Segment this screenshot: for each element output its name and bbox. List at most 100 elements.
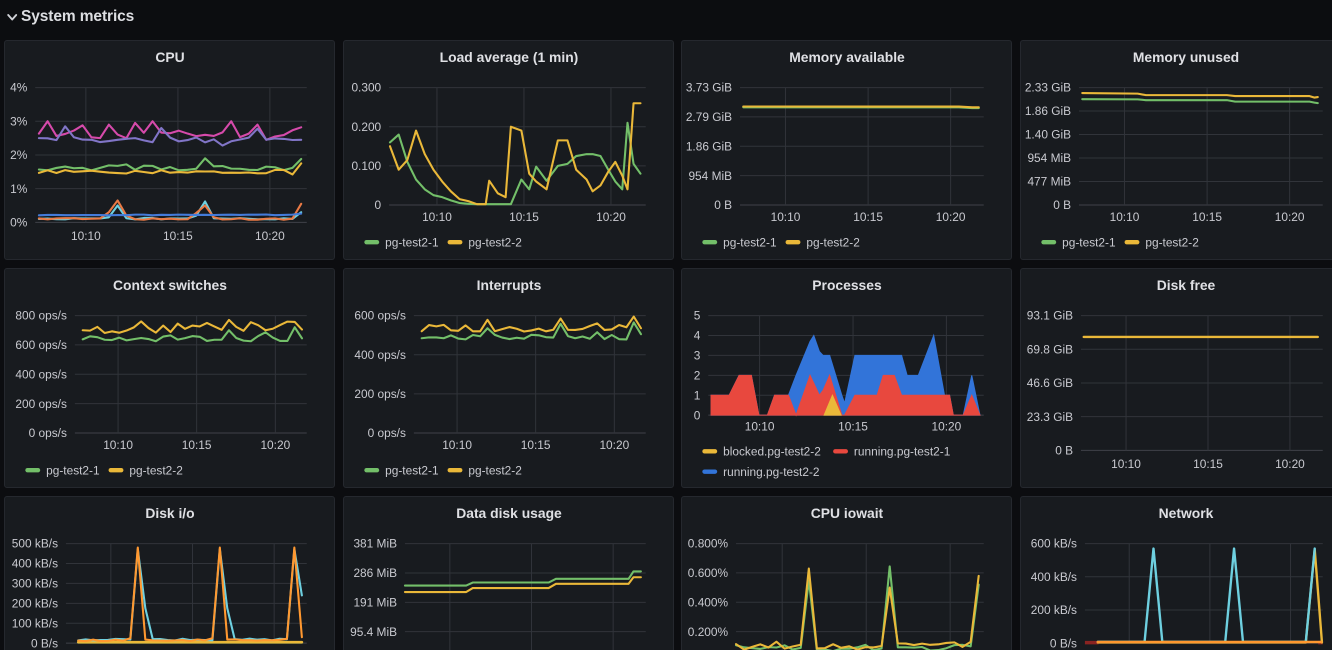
svg-text:0.600%: 0.600%	[688, 566, 729, 580]
svg-text:pg-test2-2: pg-test2-2	[129, 463, 182, 477]
svg-text:0 ops/s: 0 ops/s	[29, 426, 67, 440]
svg-text:pg-test2-2: pg-test2-2	[1145, 235, 1198, 249]
svg-text:CPU iowait: CPU iowait	[811, 505, 884, 521]
svg-text:0 B: 0 B	[714, 198, 732, 212]
svg-text:10:15: 10:15	[509, 210, 539, 224]
svg-text:10:20: 10:20	[1275, 210, 1305, 224]
svg-text:400 ops/s: 400 ops/s	[354, 348, 406, 362]
svg-text:3: 3	[694, 349, 701, 363]
svg-text:381 MiB: 381 MiB	[353, 537, 397, 551]
svg-text:5: 5	[694, 309, 701, 323]
svg-text:Network: Network	[1159, 505, 1214, 521]
svg-text:600 ops/s: 600 ops/s	[15, 338, 67, 352]
svg-text:0.800%: 0.800%	[688, 537, 729, 551]
svg-text:200 kB/s: 200 kB/s	[1031, 603, 1077, 617]
svg-text:954 MiB: 954 MiB	[688, 169, 732, 183]
svg-text:Interrupts: Interrupts	[477, 277, 542, 293]
svg-text:Disk free: Disk free	[1157, 277, 1216, 293]
svg-text:10:10: 10:10	[71, 229, 101, 243]
svg-text:0 ops/s: 0 ops/s	[368, 426, 406, 440]
svg-text:10:10: 10:10	[1111, 457, 1141, 471]
svg-text:200 kB/s: 200 kB/s	[12, 596, 58, 610]
svg-text:10:20: 10:20	[936, 210, 966, 224]
svg-text:Load average (1 min): Load average (1 min)	[440, 49, 579, 65]
svg-text:10:10: 10:10	[422, 210, 452, 224]
svg-text:10:15: 10:15	[1193, 457, 1223, 471]
svg-text:400 kB/s: 400 kB/s	[1031, 570, 1077, 584]
svg-text:1%: 1%	[10, 182, 28, 196]
svg-text:pg-test2-1: pg-test2-1	[1062, 235, 1116, 249]
svg-text:10:20: 10:20	[1275, 457, 1305, 471]
svg-text:CPU: CPU	[155, 49, 184, 65]
svg-text:pg-test2-2: pg-test2-2	[468, 463, 521, 477]
svg-text:pg-test2-2: pg-test2-2	[468, 235, 521, 249]
svg-text:4: 4	[694, 329, 701, 343]
svg-text:600 kB/s: 600 kB/s	[1031, 537, 1077, 551]
svg-text:10:20: 10:20	[599, 438, 629, 452]
svg-text:954 MiB: 954 MiB	[1027, 151, 1071, 165]
svg-text:100 kB/s: 100 kB/s	[12, 616, 58, 630]
svg-text:800 ops/s: 800 ops/s	[15, 309, 67, 323]
svg-text:10:20: 10:20	[932, 419, 962, 433]
svg-text:10:10: 10:10	[745, 419, 775, 433]
svg-text:1.86 GiB: 1.86 GiB	[686, 139, 732, 153]
svg-text:Memory available: Memory available	[789, 49, 905, 65]
svg-text:2.33 GiB: 2.33 GiB	[1025, 81, 1071, 95]
svg-text:0.200%: 0.200%	[688, 625, 729, 639]
svg-text:500 kB/s: 500 kB/s	[12, 537, 58, 551]
svg-text:0 B/s: 0 B/s	[31, 636, 58, 650]
svg-text:0.300: 0.300	[351, 81, 381, 95]
svg-text:69.8 GiB: 69.8 GiB	[1027, 342, 1073, 356]
svg-text:0 B/s: 0 B/s	[1050, 636, 1077, 650]
svg-text:2: 2	[694, 368, 701, 382]
svg-text:191 MiB: 191 MiB	[353, 595, 397, 609]
svg-text:10:10: 10:10	[442, 438, 472, 452]
svg-text:pg-test2-1: pg-test2-1	[385, 235, 439, 249]
svg-text:200 ops/s: 200 ops/s	[15, 397, 67, 411]
svg-text:10:15: 10:15	[853, 210, 883, 224]
svg-text:10:10: 10:10	[771, 210, 801, 224]
svg-text:10:10: 10:10	[1110, 210, 1140, 224]
svg-text:0 B: 0 B	[1053, 198, 1071, 212]
svg-text:10:15: 10:15	[521, 438, 551, 452]
svg-text:running.pg-test2-1: running.pg-test2-1	[854, 444, 951, 458]
svg-text:10:15: 10:15	[163, 229, 193, 243]
svg-text:0.200: 0.200	[351, 120, 381, 134]
svg-text:0.400%: 0.400%	[688, 595, 729, 609]
svg-text:93.1 GiB: 93.1 GiB	[1027, 309, 1073, 323]
svg-text:pg-test2-1: pg-test2-1	[723, 235, 777, 249]
svg-text:2.79 GiB: 2.79 GiB	[686, 110, 732, 124]
svg-text:400 kB/s: 400 kB/s	[12, 557, 58, 571]
svg-text:400 ops/s: 400 ops/s	[15, 367, 67, 381]
svg-text:10:15: 10:15	[838, 419, 868, 433]
svg-text:0 B: 0 B	[1055, 443, 1073, 457]
svg-text:Context switches: Context switches	[113, 277, 227, 293]
svg-text:4%: 4%	[10, 81, 28, 95]
svg-text:200 ops/s: 200 ops/s	[354, 387, 406, 401]
svg-text:0.100: 0.100	[351, 159, 381, 173]
svg-text:95.4 MiB: 95.4 MiB	[350, 625, 397, 639]
svg-text:3.73 GiB: 3.73 GiB	[686, 81, 732, 95]
svg-text:pg-test2-1: pg-test2-1	[46, 463, 100, 477]
svg-text:Disk i/o: Disk i/o	[145, 505, 194, 521]
svg-text:Memory unused: Memory unused	[1133, 49, 1239, 65]
svg-text:pg-test2-1: pg-test2-1	[385, 463, 439, 477]
svg-text:23.3 GiB: 23.3 GiB	[1027, 410, 1073, 424]
svg-text:Data disk usage: Data disk usage	[456, 505, 562, 521]
svg-text:1.86 GiB: 1.86 GiB	[1025, 104, 1071, 118]
svg-text:pg-test2-2: pg-test2-2	[806, 235, 859, 249]
svg-text:1.40 GiB: 1.40 GiB	[1025, 128, 1071, 142]
svg-text:Processes: Processes	[812, 277, 882, 293]
svg-text:0: 0	[375, 198, 382, 212]
svg-text:46.6 GiB: 46.6 GiB	[1027, 376, 1073, 390]
svg-text:10:10: 10:10	[103, 438, 133, 452]
svg-text:3%: 3%	[10, 114, 28, 128]
svg-text:1: 1	[694, 388, 701, 402]
svg-text:running.pg-test2-2: running.pg-test2-2	[723, 465, 819, 479]
svg-text:0: 0	[694, 408, 701, 422]
svg-text:0%: 0%	[10, 215, 28, 229]
svg-text:10:15: 10:15	[1192, 210, 1222, 224]
svg-text:10:15: 10:15	[182, 438, 212, 452]
svg-text:2%: 2%	[10, 148, 28, 162]
svg-text:10:20: 10:20	[255, 229, 285, 243]
